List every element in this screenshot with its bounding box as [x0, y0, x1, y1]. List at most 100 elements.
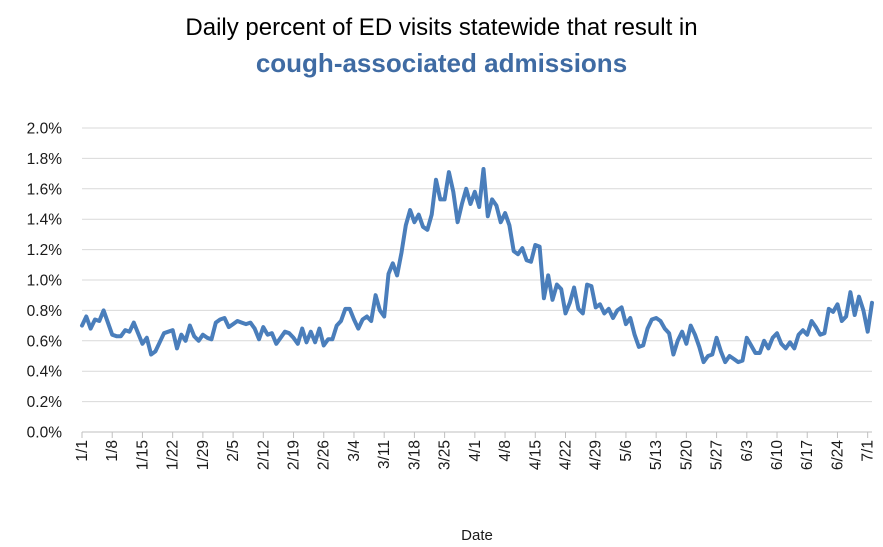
data-point — [853, 314, 856, 317]
data-point — [124, 329, 127, 332]
y-tick-label: 1.6% — [27, 181, 63, 198]
x-tick-label: 4/15 — [527, 440, 544, 470]
data-point — [780, 342, 783, 345]
data-point — [305, 341, 308, 344]
data-point — [499, 221, 502, 224]
x-tick-label: 1/1 — [74, 440, 91, 462]
data-point — [750, 344, 753, 347]
chart-title-line2: cough-associated admissions — [255, 48, 628, 78]
x-tick-label: 1/8 — [104, 440, 121, 462]
data-point — [573, 286, 576, 289]
data-point — [409, 209, 412, 212]
x-axis-title: Date — [461, 527, 493, 544]
data-point — [245, 323, 248, 326]
data-point — [590, 285, 593, 288]
data-point — [806, 333, 809, 336]
data-point — [599, 303, 602, 306]
data-point — [672, 353, 675, 356]
data-point — [555, 283, 558, 286]
data-point — [227, 326, 230, 329]
data-point — [845, 315, 848, 318]
y-tick-label: 1.8% — [27, 151, 63, 168]
data-point — [145, 336, 148, 339]
data-point — [253, 327, 256, 330]
data-point — [564, 312, 567, 315]
x-tick-label: 1/29 — [195, 440, 212, 470]
data-point — [659, 320, 662, 323]
data-point — [512, 250, 515, 253]
data-point — [577, 307, 580, 310]
data-point — [361, 318, 364, 321]
data-point — [655, 317, 658, 320]
series-line — [80, 167, 874, 365]
x-tick-label: 2/19 — [286, 440, 303, 470]
data-point — [115, 335, 118, 338]
data-point — [858, 295, 861, 298]
data-point — [387, 272, 390, 275]
data-point — [353, 318, 356, 321]
x-tick-label: 4/22 — [557, 440, 574, 470]
data-point — [586, 283, 589, 286]
data-point — [754, 352, 757, 355]
data-point — [642, 344, 645, 347]
y-tick-label: 2.0% — [27, 121, 63, 138]
x-tick-label: 1/15 — [134, 440, 151, 470]
data-point — [517, 253, 520, 256]
data-point — [521, 247, 524, 250]
data-point — [94, 318, 97, 321]
data-point — [404, 224, 407, 227]
data-point — [581, 312, 584, 315]
data-point — [197, 339, 200, 342]
data-point — [715, 336, 718, 339]
data-point — [383, 315, 386, 318]
data-point — [551, 298, 554, 301]
data-point — [102, 309, 105, 312]
data-point — [443, 198, 446, 201]
data-point — [456, 221, 459, 224]
data-point — [840, 320, 843, 323]
data-point — [266, 333, 269, 336]
data-point — [758, 352, 761, 355]
x-tick-label: 7/1 — [860, 440, 877, 462]
y-tick-label: 0.8% — [27, 303, 63, 320]
y-tick-label: 0.0% — [27, 425, 63, 442]
data-point — [128, 330, 131, 333]
x-tick-label: 2/12 — [255, 440, 272, 470]
data-point — [413, 221, 416, 224]
data-point — [478, 206, 481, 209]
data-point — [504, 212, 507, 215]
data-point — [81, 324, 84, 327]
x-tick-label: 2/26 — [316, 440, 333, 470]
data-point — [637, 345, 640, 348]
data-point — [646, 327, 649, 330]
data-point — [141, 342, 144, 345]
data-point — [612, 317, 615, 320]
x-tick-label: 1/22 — [165, 440, 182, 470]
data-point — [767, 347, 770, 350]
data-point — [296, 342, 299, 345]
y-tick-label: 0.6% — [27, 333, 63, 350]
data-point — [797, 333, 800, 336]
data-point — [745, 336, 748, 339]
data-point — [180, 333, 183, 336]
data-point — [624, 323, 627, 326]
data-point — [508, 224, 511, 227]
data-point — [301, 327, 304, 330]
data-point — [137, 332, 140, 335]
data-point — [823, 332, 826, 335]
x-tick-label: 5/27 — [709, 440, 726, 470]
data-point — [681, 330, 684, 333]
data-point — [534, 244, 537, 247]
data-point — [176, 347, 179, 350]
data-point — [525, 259, 528, 262]
data-point — [832, 310, 835, 313]
data-point — [322, 344, 325, 347]
y-tick-label: 1.2% — [27, 242, 63, 259]
data-point — [827, 307, 830, 310]
data-point — [309, 330, 312, 333]
data-point — [417, 213, 420, 216]
data-point — [469, 203, 472, 206]
data-point — [491, 198, 494, 201]
data-point — [871, 301, 874, 304]
data-point — [163, 332, 166, 335]
